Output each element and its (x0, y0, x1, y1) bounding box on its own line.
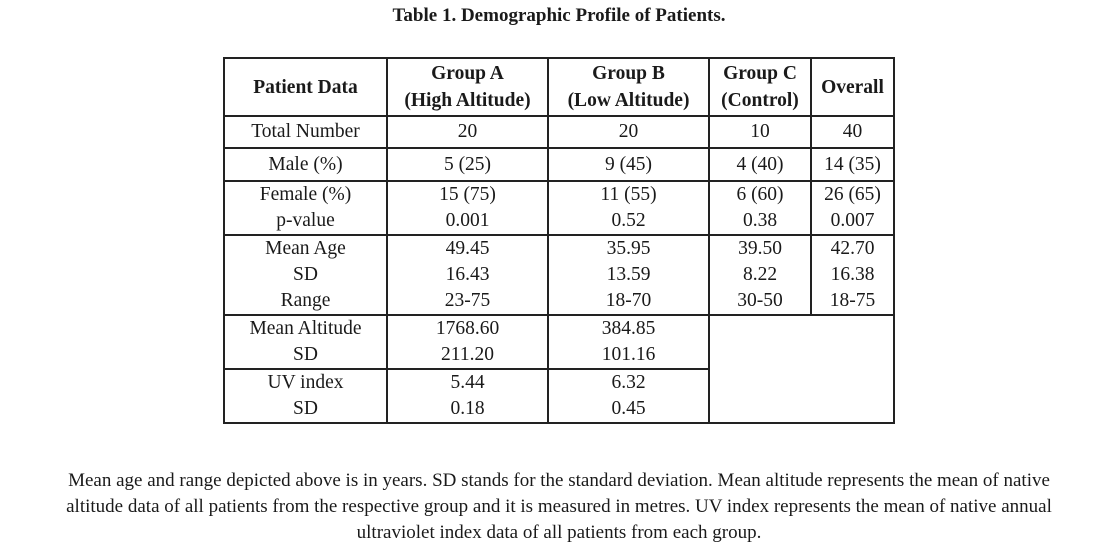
footnote-line: ultraviolet index data of all patients f… (356, 522, 762, 543)
table-row-total-number: Total Number 20 20 10 40 (223, 115, 895, 149)
row-label: Mean Age SD Range (223, 234, 388, 316)
label-mean-age: Mean Age (265, 238, 346, 259)
header-group-a: Group A (High Altitude) (386, 57, 549, 117)
table-footnote: Mean age and range depicted above is in … (0, 468, 1118, 546)
value-female: 15 (75) (439, 184, 496, 205)
empty-cell (708, 314, 895, 424)
value-sd: 8.22 (742, 264, 778, 285)
value-range: 23-75 (444, 290, 491, 311)
label-sd: SD (293, 264, 318, 285)
header-row: Patient Data Group A (High Altitude) Gro… (223, 57, 895, 117)
header-patient-data: Patient Data (223, 57, 388, 117)
table-row-female: Female (%) p-value 15 (75) 0.001 11 (55)… (223, 180, 895, 236)
cell-group-b: 9 (45) (547, 147, 710, 182)
value-range: 30-50 (737, 290, 783, 311)
table-row-altitude: Mean Altitude SD 1768.60 211.20 384.85 1… (223, 314, 895, 424)
value-range: 18-75 (829, 290, 876, 311)
row-label: UV index SD (223, 368, 388, 424)
cell-group-c: 6 (60) 0.38 (708, 180, 812, 236)
header-group-c-desc: (Control) (721, 90, 799, 111)
label-sd: SD (293, 344, 318, 365)
cell-overall: 42.70 16.38 18-75 (810, 234, 895, 316)
header-group-c-name: Group C (723, 63, 797, 84)
label-mean-altitude: Mean Altitude (249, 318, 362, 339)
header-overall: Overall (810, 57, 895, 117)
value-sd: 16.43 (445, 264, 490, 285)
table-row-male: Male (%) 5 (25) 9 (45) 4 (40) 14 (35) (223, 147, 895, 182)
header-group-a-desc: (High Altitude) (404, 90, 531, 111)
value-uv-index: 6.32 (611, 372, 646, 393)
label-range: Range (280, 290, 331, 311)
cell-group-a: 15 (75) 0.001 (386, 180, 549, 236)
cell-group-a: 5 (25) (386, 147, 549, 182)
footnote-line: Mean age and range depicted above is in … (68, 470, 1050, 491)
table-title: Table 1. Demographic Profile of Patients… (392, 5, 726, 26)
value-mean-age: 42.70 (830, 238, 875, 259)
value-sd: 13.59 (606, 264, 651, 285)
value-sd: 101.16 (601, 344, 656, 365)
value-p: 0.007 (830, 210, 875, 231)
header-group-b-desc: (Low Altitude) (567, 90, 690, 111)
cell-overall: 40 (810, 115, 895, 149)
header-group-b: Group B (Low Altitude) (547, 57, 710, 117)
value-female: 11 (55) (600, 184, 657, 205)
cell-group-a: 5.44 0.18 (386, 368, 549, 424)
cell-group-c: 4 (40) (708, 147, 812, 182)
value-range: 18-70 (605, 290, 652, 311)
label-uv-index: UV index (267, 372, 344, 393)
demographic-table: Patient Data Group A (High Altitude) Gro… (223, 57, 895, 424)
cell-group-a: 49.45 16.43 23-75 (386, 234, 549, 316)
label-sd: SD (293, 398, 318, 419)
header-group-c: Group C (Control) (708, 57, 812, 117)
value-uv-index: 5.44 (450, 372, 485, 393)
value-mean-age: 35.95 (606, 238, 651, 259)
value-mean-altitude: 1768.60 (435, 318, 500, 339)
value-mean-age: 49.45 (445, 238, 490, 259)
label-female: Female (%) (259, 184, 352, 205)
value-p: 0.38 (742, 210, 778, 231)
row-label: Total Number (223, 115, 388, 149)
cell-group-b: 6.32 0.45 (547, 368, 710, 424)
row-label: Female (%) p-value (223, 180, 388, 236)
value-p: 0.52 (611, 210, 646, 231)
table-row-age: Mean Age SD Range 49.45 16.43 23-75 35.9… (223, 234, 895, 316)
cell-group-a: 20 (386, 115, 549, 149)
cell-group-c: 10 (708, 115, 812, 149)
value-mean-age: 39.50 (738, 238, 782, 259)
value-sd: 211.20 (441, 344, 494, 365)
value-female: 6 (60) (736, 184, 784, 205)
cell-group-b: 384.85 101.16 (547, 314, 710, 370)
cell-group-a: 1768.60 211.20 (386, 314, 549, 370)
value-sd: 0.45 (611, 398, 646, 419)
cell-overall: 26 (65) 0.007 (810, 180, 895, 236)
cell-group-b: 35.95 13.59 18-70 (547, 234, 710, 316)
cell-group-c: 39.50 8.22 30-50 (708, 234, 812, 316)
table-row-uv-index: UV index SD 5.44 0.18 6.32 0.45 (223, 368, 894, 424)
value-female: 26 (65) (824, 184, 881, 205)
footnote-line: altitude data of all patients from the r… (66, 496, 1052, 517)
cell-group-b: 11 (55) 0.52 (547, 180, 710, 236)
value-mean-altitude: 384.85 (601, 318, 656, 339)
value-p: 0.001 (445, 210, 490, 231)
cell-overall: 14 (35) (810, 147, 895, 182)
row-label: Male (%) (223, 147, 388, 182)
label-p-value: p-value (276, 210, 335, 231)
cell-group-b: 20 (547, 115, 710, 149)
header-group-b-name: Group B (592, 63, 665, 84)
header-group-a-name: Group A (431, 63, 504, 84)
value-sd: 16.38 (830, 264, 875, 285)
value-sd: 0.18 (450, 398, 485, 419)
row-label: Mean Altitude SD (223, 314, 388, 370)
